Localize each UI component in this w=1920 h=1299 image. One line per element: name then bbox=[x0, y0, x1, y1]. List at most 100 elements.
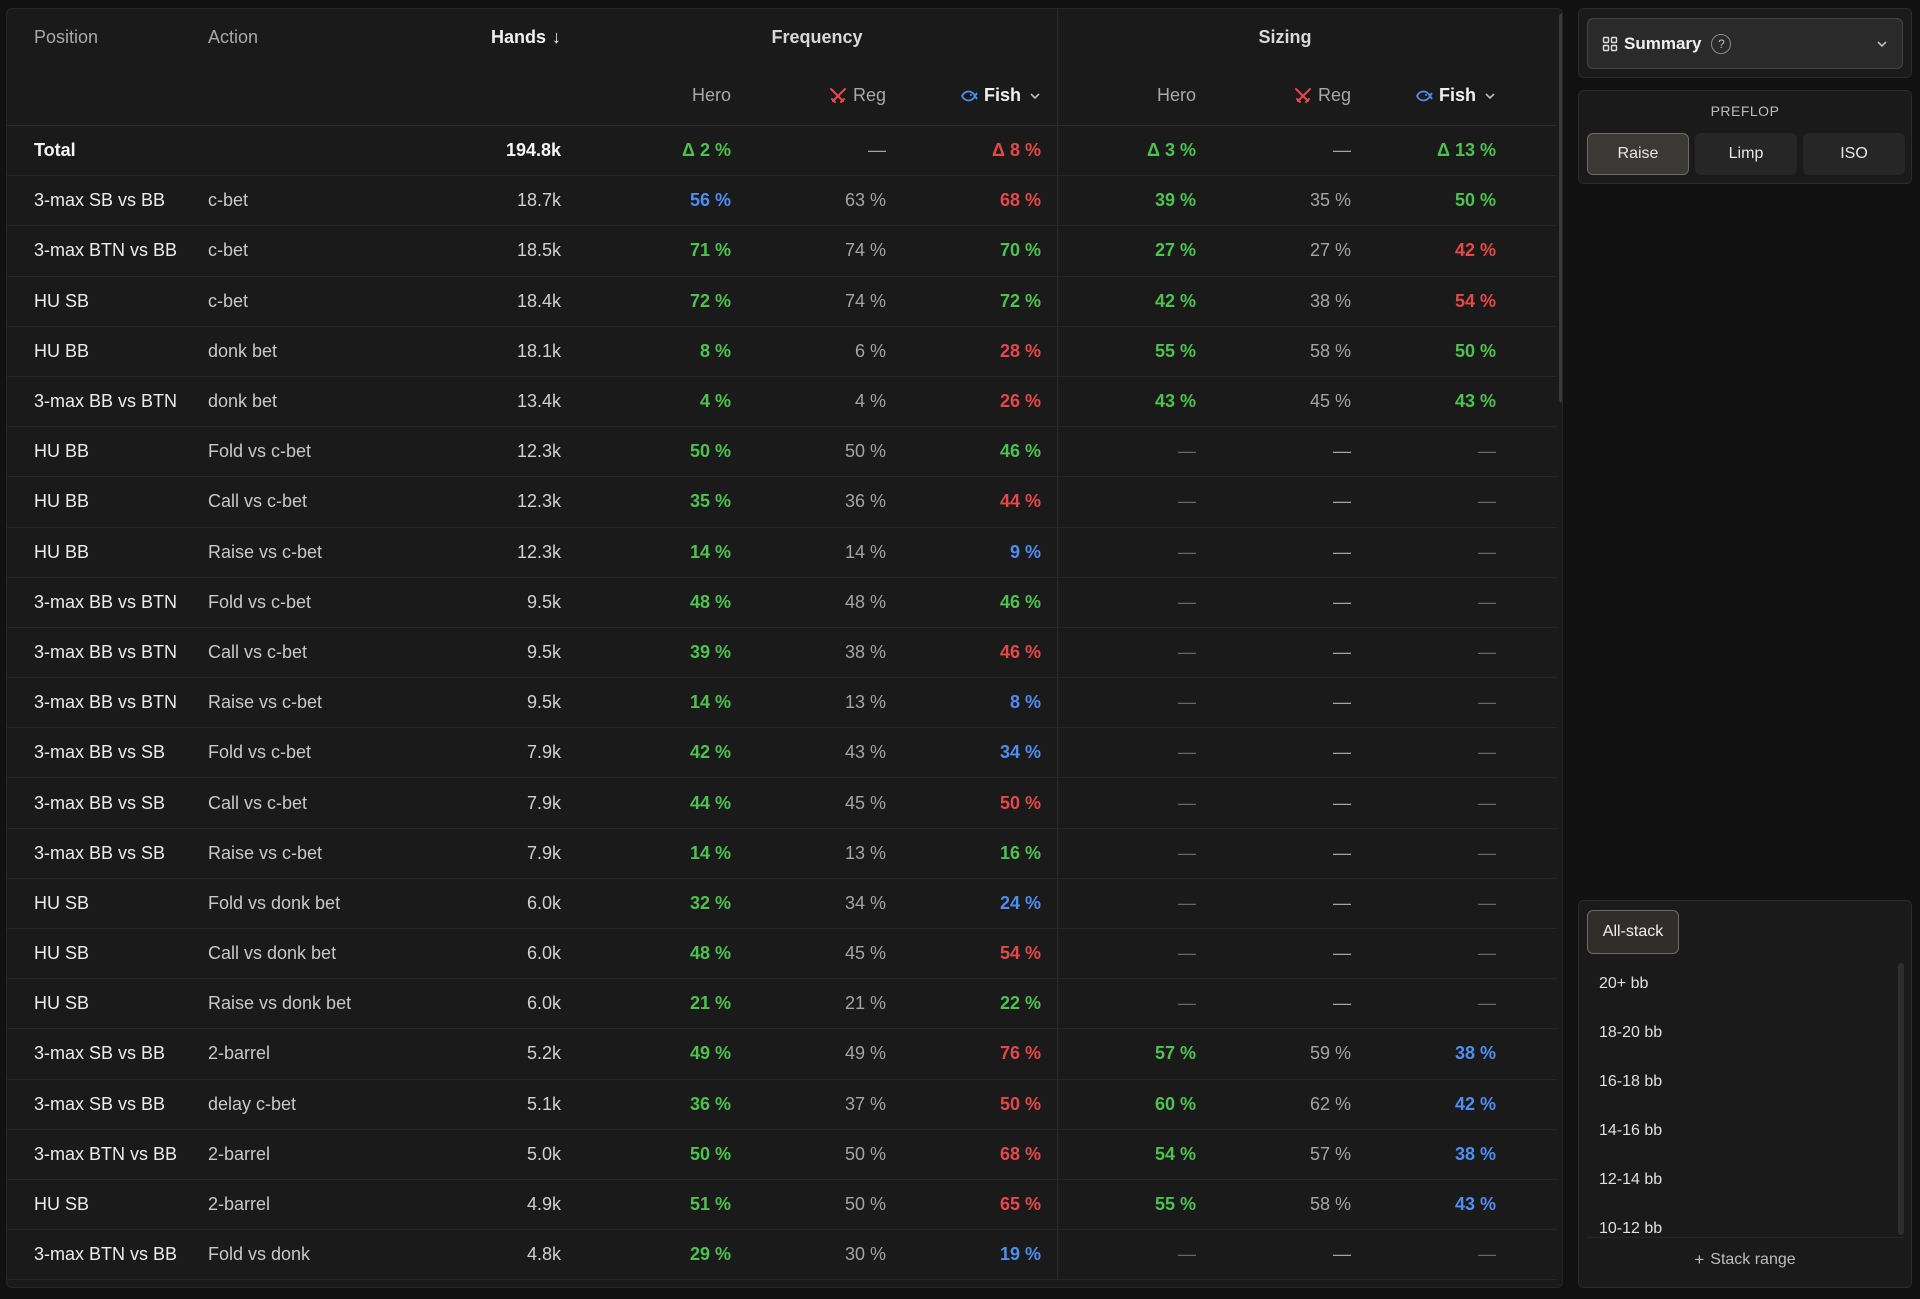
total-hands: 194.8k bbox=[505, 140, 561, 161]
row-freq-fish: 68 % bbox=[999, 1143, 1041, 1164]
row-hands: 5.1k bbox=[526, 1093, 561, 1114]
row-size-hero: 55 % bbox=[1057, 326, 1212, 376]
table-row[interactable]: 3-max BTN vs BB c-bet 18.5k 71 % 74 % 70… bbox=[7, 226, 1562, 277]
freq-reg-header[interactable]: Reg bbox=[747, 66, 902, 125]
total-size-fish: Δ 13 % bbox=[1437, 140, 1496, 161]
table-row[interactable]: HU SB c-bet 18.4k 72 % 74 % 72 % 42 % 38… bbox=[7, 276, 1562, 327]
row-freq-reg: 14 % bbox=[844, 541, 886, 562]
row-hands: 7.9k bbox=[526, 742, 561, 763]
row-hands: 18.7k bbox=[516, 190, 561, 211]
table-scrollbar[interactable] bbox=[1557, 9, 1562, 1287]
row-size-hero: — bbox=[1057, 929, 1212, 979]
size-reg-header[interactable]: Reg bbox=[1212, 66, 1367, 125]
row-position: HU SB bbox=[34, 943, 90, 964]
row-position: 3-max BB vs SB bbox=[34, 742, 166, 763]
row-hands: 9.5k bbox=[526, 641, 561, 662]
crossed-swords-icon bbox=[1294, 87, 1311, 103]
help-circle-icon[interactable]: ? bbox=[1711, 33, 1732, 54]
row-size-fish: — bbox=[1478, 742, 1496, 763]
table-row[interactable]: 3-max SB vs BB delay c-bet 5.1k 36 % 37 … bbox=[7, 1079, 1562, 1130]
stack-option[interactable]: 10-12 bb bbox=[1599, 1219, 1663, 1235]
size-hero-header[interactable]: Hero bbox=[1057, 66, 1212, 125]
table-row[interactable]: 3-max BB vs BTN donk bet 13.4k 4 % 4 % 2… bbox=[7, 376, 1562, 428]
row-size-fish: 43 % bbox=[1454, 1194, 1496, 1215]
table-row[interactable]: HU BB Call vs c-bet 12.3k 35 % 36 % 44 %… bbox=[7, 477, 1562, 528]
stack-option[interactable]: 16-18 bb bbox=[1599, 1072, 1663, 1090]
row-freq-fish: 76 % bbox=[999, 1043, 1041, 1064]
row-freq-fish: 26 % bbox=[999, 391, 1041, 412]
preflop-option-iso[interactable]: ISO bbox=[1803, 133, 1905, 175]
row-hands: 5.0k bbox=[526, 1143, 561, 1164]
row-action: 2-barrel bbox=[208, 1194, 271, 1215]
stack-option[interactable]: 18-20 bb bbox=[1599, 1023, 1663, 1041]
row-freq-fish: 46 % bbox=[999, 591, 1041, 612]
preflop-option-limp[interactable]: Limp bbox=[1695, 133, 1797, 175]
row-action: delay c-bet bbox=[208, 1093, 297, 1114]
summary-dropdown[interactable]: Summary ? bbox=[1587, 18, 1903, 69]
row-size-hero: 54 % bbox=[1057, 1129, 1212, 1179]
table-row[interactable]: HU BB Raise vs c-bet 12.3k 14 % 14 % 9 %… bbox=[7, 527, 1562, 578]
row-size-fish: — bbox=[1478, 591, 1496, 612]
row-size-reg: — bbox=[1333, 441, 1351, 462]
table-row[interactable]: 3-max BB vs SB Fold vs c-bet 7.9k 42 % 4… bbox=[7, 728, 1562, 779]
column-group-sizing: Sizing bbox=[1057, 9, 1512, 66]
total-row[interactable]: Total 194.8k Δ 2 % — Δ 8 % Δ 3 % — Δ 13 … bbox=[7, 126, 1562, 177]
table-row[interactable]: 3-max BTN vs BB 2-barrel 5.0k 50 % 50 % … bbox=[7, 1129, 1562, 1180]
stack-option[interactable]: 12-14 bb bbox=[1599, 1170, 1663, 1188]
table-row[interactable]: 3-max SB vs BB c-bet 18.7k 56 % 63 % 68 … bbox=[7, 176, 1562, 227]
column-header-hands[interactable]: Hands ↓ bbox=[407, 9, 577, 66]
stack-list-scrollbar-thumb[interactable] bbox=[1898, 963, 1904, 1235]
row-size-hero: — bbox=[1057, 878, 1212, 928]
column-header-action[interactable]: Action bbox=[208, 27, 259, 47]
stack-list-scrollbar[interactable] bbox=[1895, 963, 1907, 1235]
row-size-fish: 42 % bbox=[1454, 240, 1496, 261]
table-row[interactable]: HU SB Call vs donk bet 6.0k 48 % 45 % 54… bbox=[7, 929, 1562, 980]
add-stack-range-button[interactable]: + Stack range bbox=[1587, 1237, 1903, 1281]
row-freq-reg: 37 % bbox=[844, 1093, 886, 1114]
freq-hero-header[interactable]: Hero bbox=[691, 85, 731, 105]
row-freq-fish: 68 % bbox=[999, 190, 1041, 211]
sort-arrow-down-icon: ↓ bbox=[552, 27, 561, 47]
row-freq-hero: 72 % bbox=[689, 290, 731, 311]
row-size-hero: — bbox=[1057, 979, 1212, 1029]
row-freq-reg: 13 % bbox=[844, 842, 886, 863]
table-row[interactable]: 3-max BTN vs BB Fold vs donk 4.8k 29 % 3… bbox=[7, 1230, 1562, 1281]
stack-option-all[interactable]: All-stack bbox=[1587, 910, 1679, 954]
table-scrollbar-thumb[interactable] bbox=[1559, 13, 1562, 403]
table-row[interactable]: 3-max BB vs BTN Fold vs c-bet 9.5k 48 % … bbox=[7, 577, 1562, 628]
table-row[interactable]: HU BB Fold vs c-bet 12.3k 50 % 50 % 46 %… bbox=[7, 427, 1562, 478]
row-hands: 7.9k bbox=[526, 792, 561, 813]
row-freq-hero: 39 % bbox=[689, 641, 731, 662]
row-size-fish: 38 % bbox=[1454, 1143, 1496, 1164]
row-freq-reg: 36 % bbox=[844, 491, 886, 512]
preflop-option-raise[interactable]: Raise bbox=[1587, 133, 1689, 175]
stack-option[interactable]: 14-16 bb bbox=[1599, 1121, 1663, 1139]
row-action: Call vs c-bet bbox=[208, 792, 308, 813]
row-hands: 12.3k bbox=[516, 491, 561, 512]
table-row[interactable]: 3-max BB vs SB Call vs c-bet 7.9k 44 % 4… bbox=[7, 778, 1562, 829]
size-fish-label: Fish bbox=[1438, 85, 1476, 105]
stack-option[interactable]: 20+ bb bbox=[1599, 974, 1649, 992]
table-row[interactable]: HU SB Raise vs donk bet 6.0k 21 % 21 % 2… bbox=[7, 979, 1562, 1030]
table-header-row-1: Position Action Hands ↓ Frequency Sizing bbox=[7, 9, 1562, 66]
row-size-reg: — bbox=[1333, 491, 1351, 512]
table-row[interactable]: HU SB 2-barrel 4.9k 51 % 50 % 65 % 55 % … bbox=[7, 1179, 1562, 1231]
table-row[interactable]: 3-max BB vs BTN Call vs c-bet 9.5k 39 % … bbox=[7, 627, 1562, 679]
row-size-hero: 27 % bbox=[1057, 226, 1212, 276]
row-position: HU SB bbox=[34, 290, 90, 311]
row-hands: 7.9k bbox=[526, 842, 561, 863]
column-header-position[interactable]: Position bbox=[34, 27, 99, 47]
row-size-hero: — bbox=[1057, 778, 1212, 828]
row-size-reg: — bbox=[1333, 1244, 1351, 1265]
table-row[interactable]: 3-max BB vs BTN Raise vs c-bet 9.5k 14 %… bbox=[7, 678, 1562, 729]
size-fish-header[interactable]: Fish bbox=[1367, 66, 1512, 125]
table-row[interactable]: 3-max SB vs BB 2-barrel 5.2k 49 % 49 % 7… bbox=[7, 1029, 1562, 1080]
table-row[interactable]: HU SB Fold vs donk bet 6.0k 32 % 34 % 24… bbox=[7, 878, 1562, 929]
table-row[interactable]: HU BB donk bet 18.1k 8 % 6 % 28 % 55 % 5… bbox=[7, 326, 1562, 377]
row-position: HU SB bbox=[34, 1194, 90, 1215]
row-size-fish: — bbox=[1478, 792, 1496, 813]
freq-fish-header[interactable]: Fish bbox=[902, 66, 1057, 125]
row-position: 3-max BTN vs BB bbox=[34, 1244, 178, 1265]
table-row[interactable]: 3-max BB vs SB Raise vs c-bet 7.9k 14 % … bbox=[7, 828, 1562, 879]
row-size-reg: 27 % bbox=[1309, 240, 1351, 261]
